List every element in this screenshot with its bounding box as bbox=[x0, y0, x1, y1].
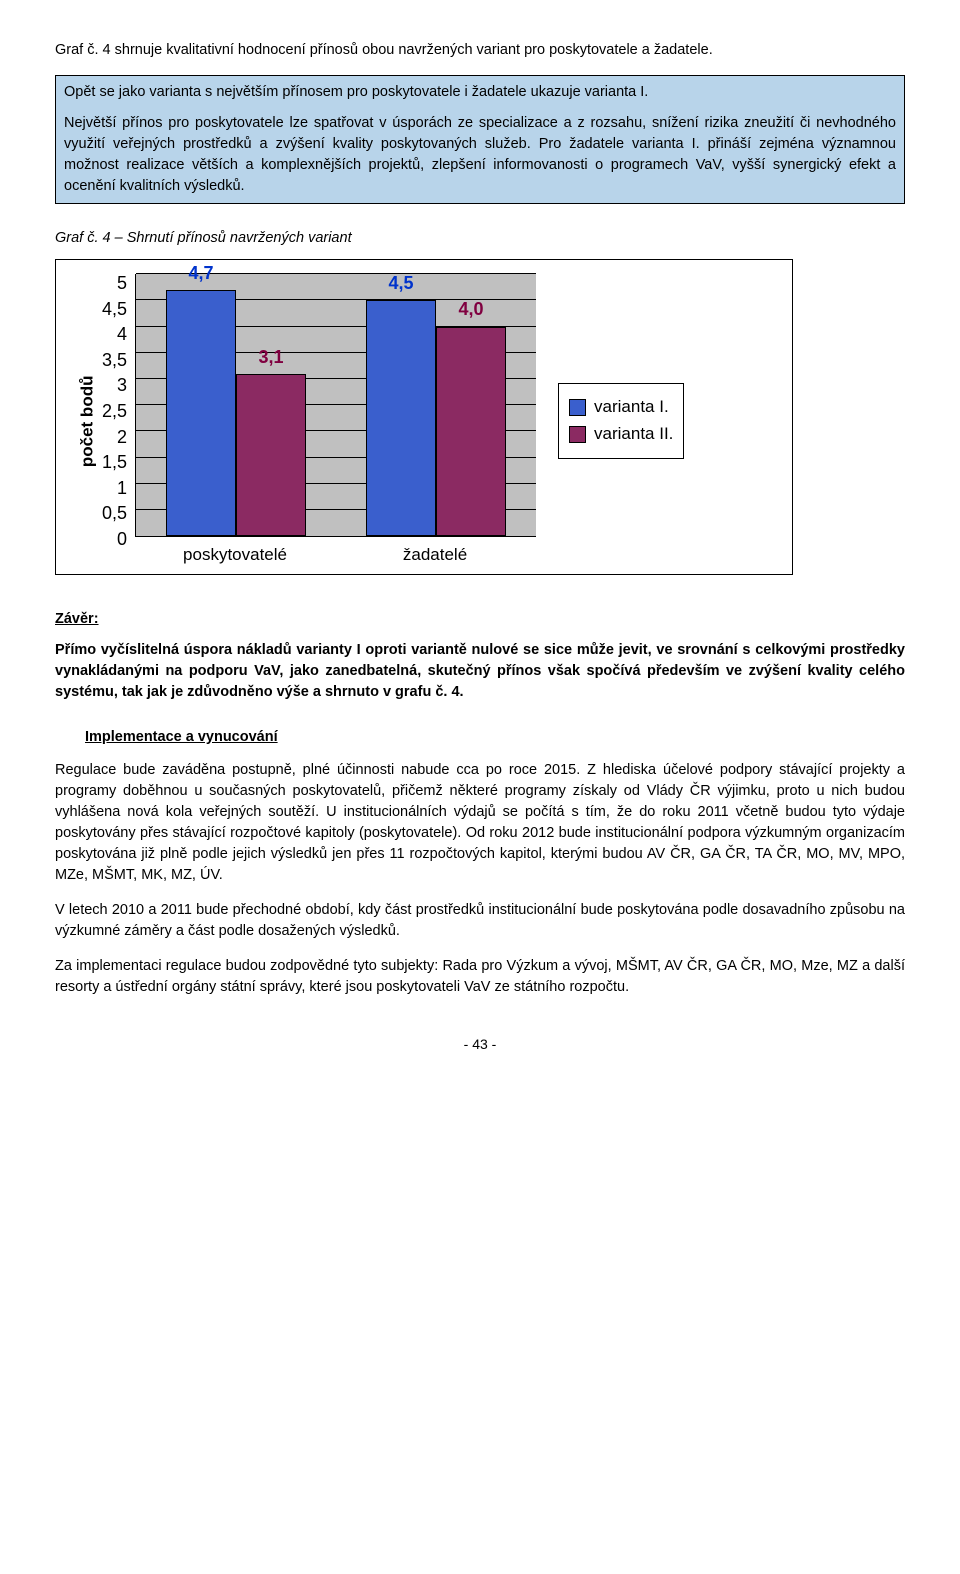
implementation-heading: Implementace a vynucování bbox=[85, 727, 905, 748]
bar bbox=[436, 327, 506, 537]
legend-swatch bbox=[569, 426, 586, 443]
implementation-p2: V letech 2010 a 2011 bude přechodné obdo… bbox=[55, 900, 905, 942]
y-tick: 5 bbox=[117, 274, 127, 292]
y-axis-label: počet bodů bbox=[76, 375, 101, 467]
bar bbox=[166, 290, 236, 536]
y-axis-label-wrap: počet bodů bbox=[74, 274, 102, 568]
y-axis: 5 4,5 4 3,5 3 2,5 2 1,5 1 0,5 0 bbox=[102, 274, 135, 548]
chart-container: počet bodů 54,543,532,521,510,50 4,73,14… bbox=[55, 259, 793, 575]
conclusion-paragraph: Přímo vyčíslitelná úspora nákladů varian… bbox=[55, 640, 905, 703]
legend-label: varianta I. bbox=[594, 395, 669, 420]
legend-item: varianta II. bbox=[569, 422, 673, 447]
page-footer: - 43 - bbox=[55, 1034, 905, 1054]
chart-legend: varianta I.varianta II. bbox=[558, 383, 684, 459]
y-tick: 4,5 bbox=[102, 300, 127, 318]
bar bbox=[236, 374, 306, 536]
legend-label: varianta II. bbox=[594, 422, 673, 447]
y-tick: 4 bbox=[117, 325, 127, 343]
intro-paragraph: Graf č. 4 shrnuje kvalitativní hodnocení… bbox=[55, 40, 905, 61]
conclusion-heading: Závěr: bbox=[55, 609, 905, 630]
chart-plot: 4,73,14,54,0 bbox=[135, 274, 536, 537]
x-tick-label: poskytovatelé bbox=[135, 543, 335, 568]
legend-swatch bbox=[569, 399, 586, 416]
bar-value-label: 4,5 bbox=[371, 270, 431, 296]
bar bbox=[366, 300, 436, 536]
implementation-p3: Za implementaci regulace budou zodpovědn… bbox=[55, 956, 905, 998]
bar-value-label: 3,1 bbox=[241, 344, 301, 370]
y-tick: 2,5 bbox=[102, 402, 127, 420]
y-tick: 0,5 bbox=[102, 504, 127, 522]
legend-item: varianta I. bbox=[569, 395, 673, 420]
chart-title: Graf č. 4 – Shrnutí přínosů navržených v… bbox=[55, 228, 905, 249]
highlight-p2: Největší přínos pro poskytovatele lze sp… bbox=[64, 113, 896, 197]
y-tick: 2 bbox=[117, 428, 127, 446]
highlight-box: Opět se jako varianta s největším přínos… bbox=[55, 75, 905, 204]
highlight-p1: Opět se jako varianta s největším přínos… bbox=[64, 82, 896, 103]
implementation-p1: Regulace bude zaváděna postupně, plné úč… bbox=[55, 760, 905, 886]
x-axis-labels: poskytovateléžadatelé bbox=[135, 543, 535, 568]
x-tick-label: žadatelé bbox=[335, 543, 535, 568]
y-tick: 3,5 bbox=[102, 351, 127, 369]
y-tick: 1,5 bbox=[102, 453, 127, 471]
y-tick: 1 bbox=[117, 479, 127, 497]
y-tick: 0 bbox=[117, 530, 127, 548]
bar-value-label: 4,0 bbox=[441, 296, 501, 322]
bar-value-label: 4,7 bbox=[171, 260, 231, 286]
y-tick: 3 bbox=[117, 376, 127, 394]
